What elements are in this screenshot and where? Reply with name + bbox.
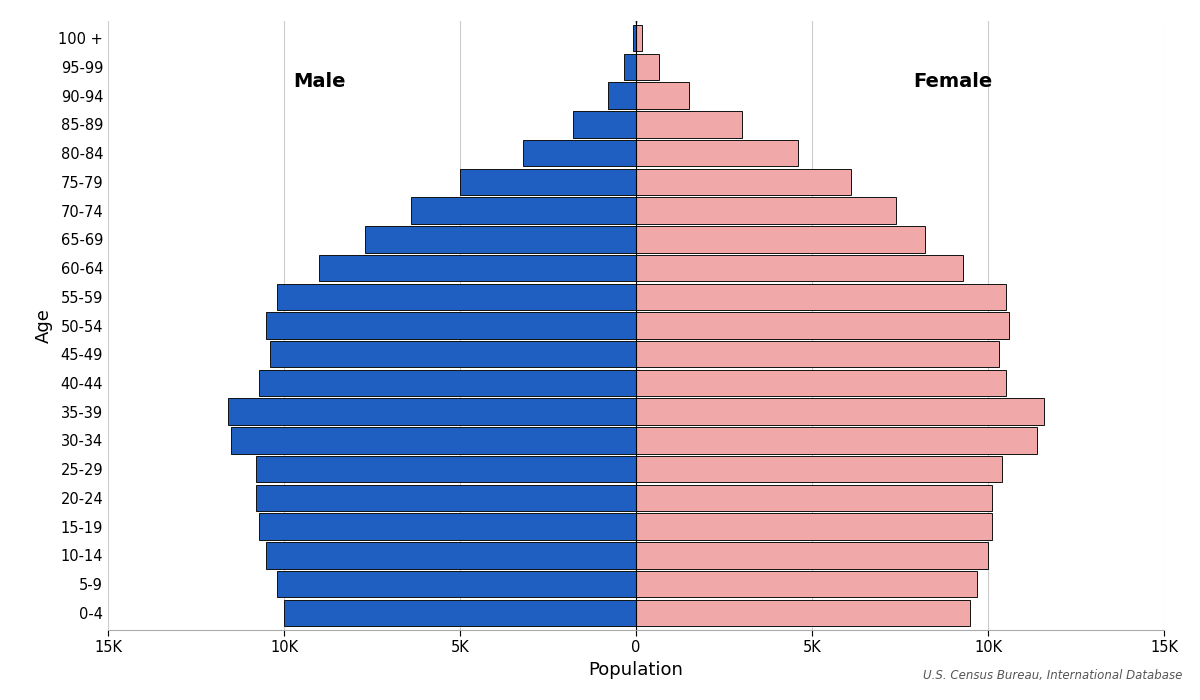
Bar (636, 599, 971, 626)
Bar (636, 111, 742, 138)
Text: U.S. Census Bureau, International Database: U.S. Census Bureau, International Databa… (923, 669, 1182, 682)
Bar (624, 54, 636, 80)
Bar (460, 169, 636, 195)
Bar (636, 312, 1009, 339)
X-axis label: Population: Population (588, 661, 684, 679)
Y-axis label: Age: Age (35, 308, 53, 343)
Bar (636, 398, 1044, 425)
Bar (284, 599, 636, 626)
Bar (256, 484, 636, 511)
Bar (256, 456, 636, 482)
Bar (636, 484, 991, 511)
Bar (636, 197, 896, 224)
Bar (365, 226, 636, 253)
Bar (523, 140, 636, 167)
Bar (636, 83, 689, 109)
Bar (636, 513, 991, 540)
Bar (266, 312, 636, 339)
Bar (636, 169, 851, 195)
Text: Female: Female (913, 72, 992, 91)
Bar (270, 341, 636, 368)
Bar (636, 226, 925, 253)
Bar (636, 140, 798, 167)
Bar (636, 284, 1006, 310)
Bar (232, 427, 636, 454)
Bar (259, 513, 636, 540)
Bar (636, 542, 988, 568)
Bar (634, 25, 636, 52)
Bar (636, 570, 978, 597)
Bar (636, 370, 1006, 396)
Bar (228, 398, 636, 425)
Bar (636, 427, 1037, 454)
Bar (636, 255, 964, 281)
Bar (636, 456, 1002, 482)
Bar (277, 284, 636, 310)
Bar (572, 111, 636, 138)
Bar (259, 370, 636, 396)
Bar (266, 542, 636, 568)
Text: Male: Male (293, 72, 346, 91)
Bar (319, 255, 636, 281)
Bar (636, 341, 998, 368)
Bar (636, 25, 642, 52)
Bar (608, 83, 636, 109)
Bar (277, 570, 636, 597)
Bar (410, 197, 636, 224)
Bar (636, 54, 659, 80)
